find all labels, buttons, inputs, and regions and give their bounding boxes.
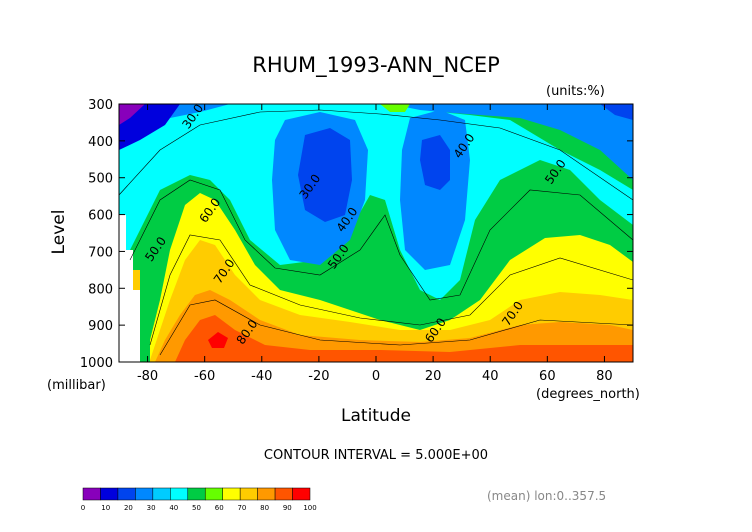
x-tick-label: 0 — [372, 369, 380, 384]
colorbar-tick-label: 30 — [147, 504, 156, 512]
contour-band-40 — [119, 104, 633, 300]
x-tick-label: -80 — [137, 369, 158, 384]
contour-band-20-right — [600, 104, 633, 120]
contour-band-90 — [175, 315, 633, 362]
contour-lines — [118, 109, 634, 356]
colorbar-swatch — [152, 487, 171, 501]
contour-core-left-inner — [298, 128, 352, 222]
y-unit-label: (millibar) — [47, 378, 106, 393]
contour-band-0 — [119, 104, 145, 125]
y-tick-label: 900 — [88, 319, 113, 334]
x-tick-label: 60 — [539, 369, 556, 384]
colorbar-swatch — [135, 487, 154, 501]
colorbar-swatch — [274, 487, 293, 501]
x-tick-label: 40 — [482, 369, 499, 384]
colorbar-swatch — [257, 487, 276, 501]
units-label: (units:%) — [546, 84, 605, 99]
colorbar-tick-label: 70 — [237, 504, 246, 512]
x-axis-ticks: -80 -60 -40 -20 0 20 40 60 80 — [137, 104, 613, 384]
colorbar-swatch — [187, 487, 206, 501]
plot-area — [118, 104, 634, 362]
contour-core-right — [400, 110, 470, 270]
x-tick-label: 20 — [425, 369, 442, 384]
chart-title: RHUM_1993-ANN_NCEP — [252, 53, 500, 78]
colorbar-swatch — [100, 487, 119, 501]
x-tick-label: -60 — [194, 369, 215, 384]
colorbar-tick-label: 0 — [81, 504, 85, 512]
colorbar-tick-label: 100 — [303, 504, 316, 512]
x-tick-label: -40 — [251, 369, 272, 384]
y-tick-label: 600 — [88, 209, 113, 224]
colorbar-tick-label: 60 — [215, 504, 224, 512]
y-axis-ticks: 300 400 500 600 700 800 900 1000 — [80, 98, 633, 371]
contour-interval-note: CONTOUR INTERVAL = 5.000E+00 — [264, 448, 488, 463]
missing-data-patch — [133, 270, 140, 290]
colorbar-swatch — [292, 487, 311, 501]
y-axis-label: Level — [49, 210, 69, 255]
contour-band-100 — [208, 332, 228, 348]
contour-band-30 — [119, 104, 633, 240]
colorbar-tick-label: 90 — [283, 504, 292, 512]
colorbar-swatch — [239, 487, 258, 501]
contour-band-10 — [119, 104, 180, 150]
colorbar-swatch — [204, 487, 223, 501]
colorbar-tick-label: 40 — [169, 504, 178, 512]
colorbar-swatch — [170, 487, 189, 501]
x-tick-label: 80 — [596, 369, 613, 384]
contour-core-right-inner — [420, 135, 450, 190]
colorbar-tick-label: 80 — [260, 504, 269, 512]
contour-band-80 — [155, 290, 633, 362]
colorbar-tick-label: 10 — [101, 504, 110, 512]
colorbar-swatch — [222, 487, 241, 501]
mean-note: (mean) lon:0..357.5 — [487, 489, 606, 503]
x-tick-label: -20 — [308, 369, 329, 384]
colorbar-swatch — [82, 487, 101, 501]
x-axis-label: Latitude — [341, 406, 411, 426]
colorbar-swatch — [117, 487, 136, 501]
y-tick-label: 800 — [88, 282, 113, 297]
colorbar-tick-label: 50 — [192, 504, 201, 512]
y-tick-label: 700 — [88, 245, 113, 260]
contour-top-green — [380, 104, 410, 112]
x-unit-label: (degrees_north) — [536, 387, 640, 402]
y-tick-label: 400 — [88, 135, 113, 150]
y-tick-label: 300 — [88, 98, 113, 113]
colorbar: 0 10 20 30 40 50 60 70 80 90 100 — [81, 487, 317, 512]
colorbar-tick-label: 20 — [124, 504, 133, 512]
y-tick-label: 500 — [88, 172, 113, 187]
y-tick-label: 1000 — [80, 356, 113, 371]
